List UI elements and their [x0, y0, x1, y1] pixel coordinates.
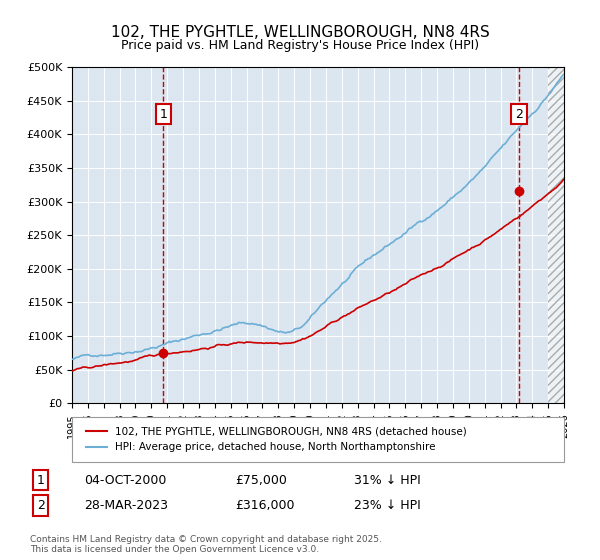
Bar: [548, 67, 564, 403]
Text: 1: 1: [160, 108, 167, 121]
Text: 28-MAR-2023: 28-MAR-2023: [84, 499, 168, 512]
Text: 1: 1: [37, 474, 45, 487]
Bar: [548, 67, 564, 403]
Text: £316,000: £316,000: [235, 499, 295, 512]
FancyBboxPatch shape: [72, 417, 564, 462]
Text: Contains HM Land Registry data © Crown copyright and database right 2025.
This d: Contains HM Land Registry data © Crown c…: [30, 535, 382, 554]
Text: 04-OCT-2000: 04-OCT-2000: [84, 474, 166, 487]
Legend: 102, THE PYGHTLE, WELLINGBOROUGH, NN8 4RS (detached house), HPI: Average price, : 102, THE PYGHTLE, WELLINGBOROUGH, NN8 4R…: [82, 423, 472, 456]
Text: 102, THE PYGHTLE, WELLINGBOROUGH, NN8 4RS: 102, THE PYGHTLE, WELLINGBOROUGH, NN8 4R…: [110, 25, 490, 40]
Text: 23% ↓ HPI: 23% ↓ HPI: [354, 499, 421, 512]
Text: 2: 2: [37, 499, 45, 512]
Text: 31% ↓ HPI: 31% ↓ HPI: [354, 474, 421, 487]
Text: £75,000: £75,000: [235, 474, 287, 487]
Text: 2: 2: [515, 108, 523, 121]
Text: Price paid vs. HM Land Registry's House Price Index (HPI): Price paid vs. HM Land Registry's House …: [121, 39, 479, 52]
